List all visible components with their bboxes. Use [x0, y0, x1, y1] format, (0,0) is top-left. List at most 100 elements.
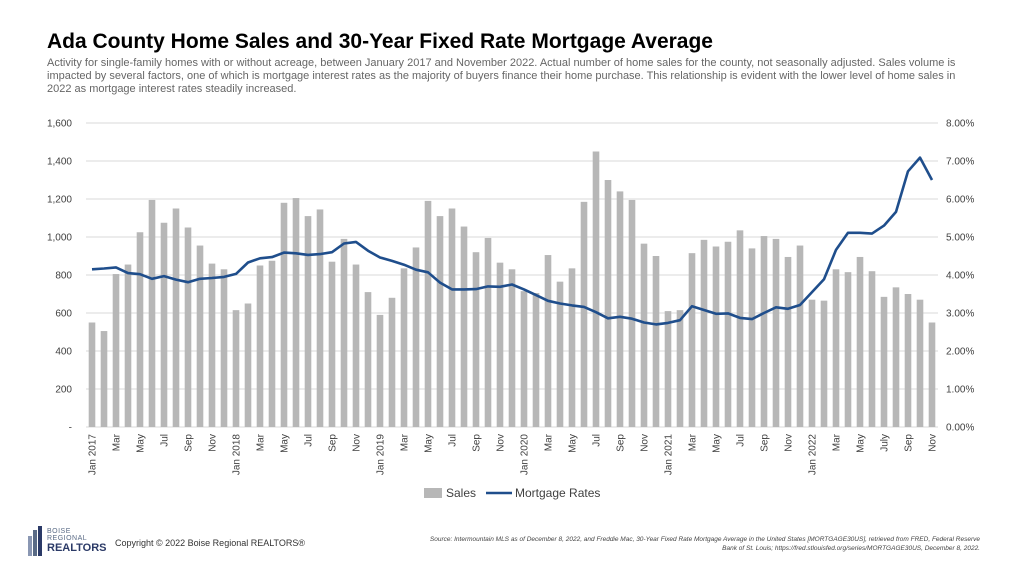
- legend: Sales Mortgage Rates: [424, 486, 600, 500]
- sales-bar: [832, 269, 840, 427]
- sales-bar: [136, 232, 144, 427]
- sales-bar: [436, 216, 444, 427]
- sales-bar: [412, 247, 420, 427]
- sales-bar: [868, 271, 876, 427]
- y-right-tick-label: 0.00%: [946, 423, 974, 434]
- x-tick-label: Mar: [832, 433, 843, 451]
- sales-bar: [520, 291, 528, 427]
- x-tick-label: Jul: [592, 434, 603, 447]
- x-tick-label: Mar: [400, 433, 411, 451]
- x-tick-label: May: [136, 434, 147, 453]
- sales-bars: [88, 151, 936, 427]
- sales-bar: [196, 245, 204, 427]
- x-tick-label: Mar: [256, 433, 267, 451]
- sales-bar: [88, 322, 96, 427]
- sales-bar: [340, 238, 348, 427]
- x-tick-label: May: [280, 434, 291, 453]
- sales-bar: [544, 255, 552, 427]
- sales-bar: [160, 222, 168, 427]
- x-tick-label: Jul: [304, 434, 315, 447]
- sales-bar: [424, 200, 432, 427]
- sales-bar: [724, 241, 732, 427]
- x-tick-label: Sep: [904, 434, 915, 452]
- sales-bar: [460, 226, 468, 427]
- sales-bar: [304, 216, 312, 427]
- sales-bar: [796, 245, 804, 427]
- y-right-tick-label: 2.00%: [946, 347, 974, 358]
- x-tick-label: Nov: [784, 434, 795, 452]
- sales-bar: [256, 265, 264, 427]
- sales-bar: [244, 303, 252, 427]
- x-tick-label: Nov: [208, 434, 219, 452]
- x-tick-label: Jan 2021: [664, 434, 675, 476]
- sales-bar: [640, 243, 648, 427]
- sales-bar: [220, 269, 228, 427]
- sales-bar: [568, 268, 576, 427]
- sales-bar: [100, 331, 108, 427]
- sales-bar: [232, 310, 240, 427]
- y-left-tick-label: 600: [55, 309, 72, 320]
- x-tick-label: May: [856, 434, 867, 453]
- x-tick-label: Nov: [352, 434, 363, 452]
- y-right-tick-label: 8.00%: [946, 119, 974, 130]
- x-tick-label: Sep: [472, 434, 483, 452]
- y-right-tick-label: 6.00%: [946, 195, 974, 206]
- logo-bars-icon: [28, 526, 42, 556]
- sales-bar: [184, 227, 192, 427]
- sales-bar: [616, 191, 624, 427]
- x-tick-label: Jul: [160, 434, 171, 447]
- source-note: Source: Intermountain MLS as of December…: [429, 536, 980, 552]
- y-right-tick-label: 7.00%: [946, 157, 974, 168]
- x-tick-label: Jul: [736, 434, 747, 447]
- y-right-tick-label: 3.00%: [946, 309, 974, 320]
- sales-bar: [820, 300, 828, 427]
- sales-bar: [496, 262, 504, 427]
- x-tick-label: Mar: [688, 433, 699, 451]
- x-tick-label: Sep: [184, 434, 195, 452]
- y-right-tick-label: 4.00%: [946, 271, 974, 282]
- y-left-tick-label: 1,400: [47, 157, 72, 168]
- sales-bar: [484, 237, 492, 427]
- legend-label-mortgage: Mortgage Rates: [515, 486, 600, 500]
- sales-bar: [760, 236, 768, 427]
- sales-bar: [172, 208, 180, 427]
- sales-bar: [280, 202, 288, 427]
- sales-bar: [124, 264, 132, 427]
- sales-bar: [892, 287, 900, 427]
- sales-bar: [604, 180, 612, 427]
- sales-bar: [904, 294, 912, 427]
- sales-bar: [208, 263, 216, 427]
- x-tick-label: May: [568, 434, 579, 453]
- x-tick-label: Jan 2017: [88, 434, 99, 476]
- x-tick-label: Sep: [760, 434, 771, 452]
- y-left-tick-label: -: [69, 423, 72, 434]
- sales-bar: [400, 268, 408, 427]
- chart-title: Ada County Home Sales and 30-Year Fixed …: [47, 30, 713, 53]
- x-tick-label: Mar: [544, 433, 555, 451]
- sales-bar: [928, 322, 936, 427]
- x-tick-label: Nov: [928, 434, 939, 452]
- y-left-tick-label: 800: [55, 271, 72, 282]
- sales-bar: [748, 248, 756, 427]
- combo-chart: - 200 400 600 800 1,000 1,200 1,400 1,600 0.00% 1…: [47, 119, 974, 501]
- x-tick-label: May: [712, 434, 723, 453]
- logo-text-line3: REALTORS: [47, 542, 107, 554]
- y-left-tick-label: 1,000: [47, 233, 72, 244]
- x-tick-label: May: [424, 434, 435, 453]
- sales-bar: [784, 256, 792, 427]
- y-left-tick-label: 1,200: [47, 195, 72, 206]
- sales-bar: [844, 272, 852, 427]
- legend-swatch-sales: [424, 488, 442, 498]
- sales-bar: [352, 264, 360, 427]
- x-tick-label: Jan 2022: [808, 434, 819, 476]
- sales-bar: [808, 299, 816, 427]
- chart-subtitle: Activity for single-family homes with or…: [47, 57, 956, 95]
- y-left-tick-label: 400: [55, 347, 72, 358]
- x-axis: Jan 2017 Mar May Jul Sep Nov Jan 2018 Mar May Jul…: [88, 433, 939, 475]
- sales-bar: [880, 296, 888, 427]
- sales-bar: [364, 292, 372, 427]
- logo-text-line1: BOISE: [47, 528, 71, 535]
- x-tick-label: Jan 2019: [376, 434, 387, 476]
- sales-bar: [676, 310, 684, 427]
- sales-bar: [292, 198, 300, 427]
